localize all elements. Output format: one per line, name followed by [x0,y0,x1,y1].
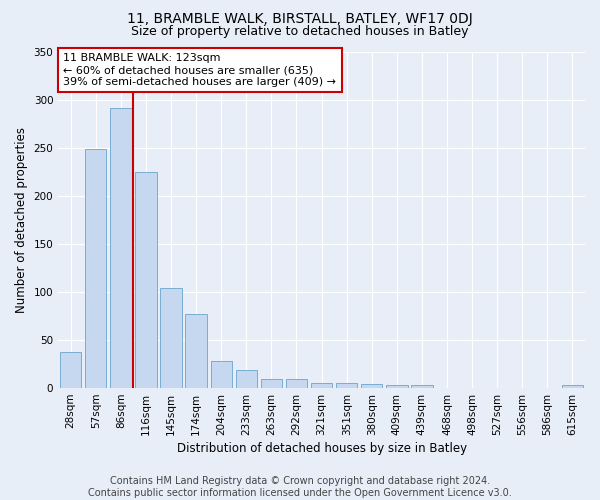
Bar [110,108,131,388]
Bar [261,380,282,388]
Bar [562,385,583,388]
Bar [286,380,307,388]
Bar [236,370,257,388]
Bar [336,384,358,388]
Bar [386,385,407,388]
X-axis label: Distribution of detached houses by size in Batley: Distribution of detached houses by size … [176,442,467,455]
Y-axis label: Number of detached properties: Number of detached properties [15,127,28,313]
Text: Size of property relative to detached houses in Batley: Size of property relative to detached ho… [131,25,469,38]
Text: 11 BRAMBLE WALK: 123sqm
← 60% of detached houses are smaller (635)
39% of semi-d: 11 BRAMBLE WALK: 123sqm ← 60% of detache… [63,54,336,86]
Bar [85,148,106,388]
Bar [160,288,182,388]
Bar [411,385,433,388]
Text: 11, BRAMBLE WALK, BIRSTALL, BATLEY, WF17 0DJ: 11, BRAMBLE WALK, BIRSTALL, BATLEY, WF17… [127,12,473,26]
Bar [136,172,157,388]
Text: Contains HM Land Registry data © Crown copyright and database right 2024.
Contai: Contains HM Land Registry data © Crown c… [88,476,512,498]
Bar [60,352,82,388]
Bar [185,314,207,388]
Bar [361,384,382,388]
Bar [211,361,232,388]
Bar [311,384,332,388]
